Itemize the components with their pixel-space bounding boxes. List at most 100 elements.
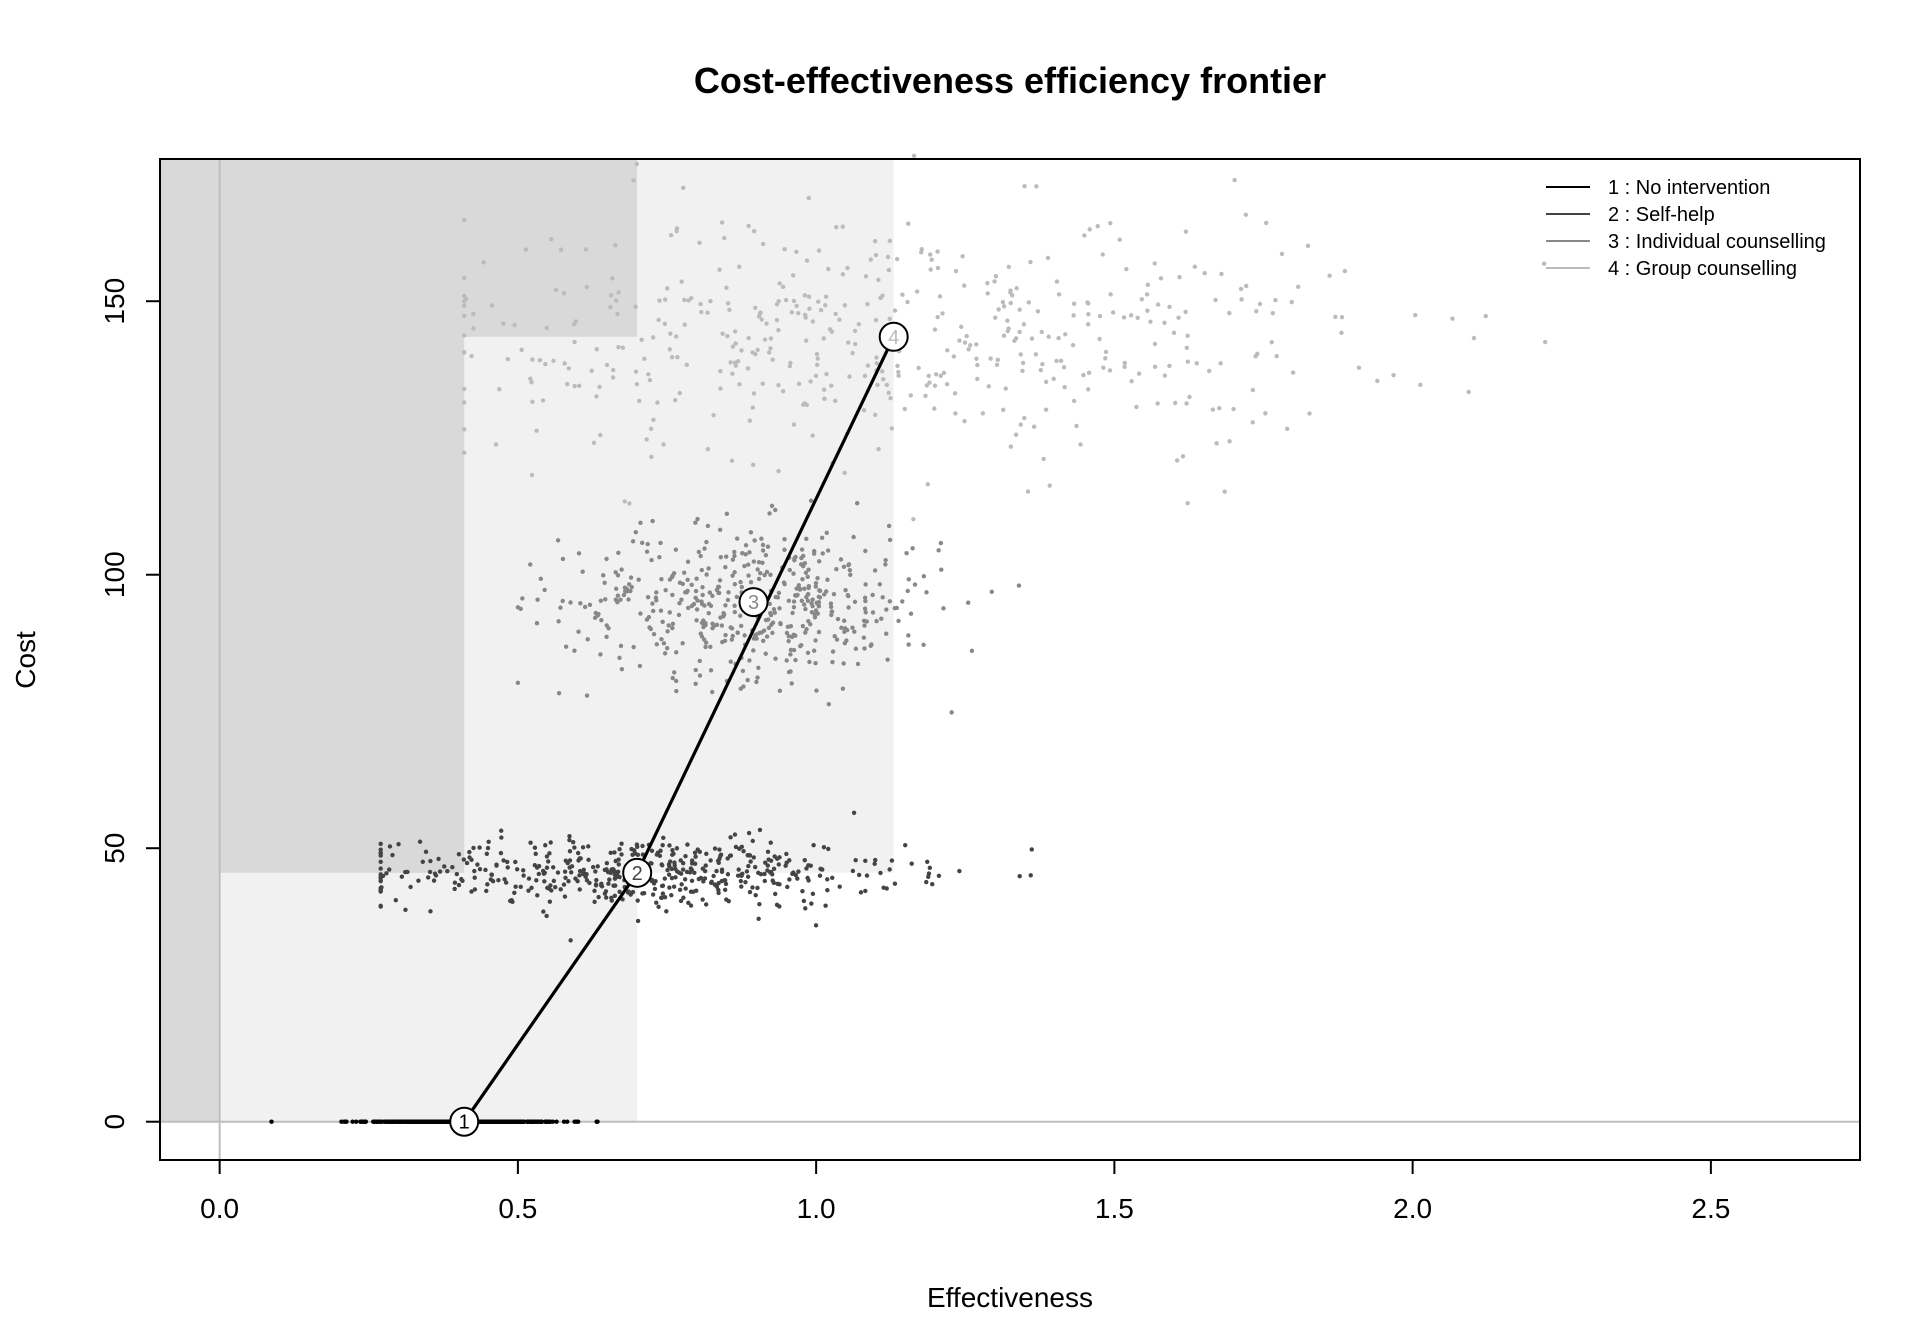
sample-point (791, 298, 797, 304)
sample-point (880, 369, 885, 374)
sample-point (884, 886, 889, 891)
sample-point (846, 340, 851, 345)
sample-point (742, 633, 747, 638)
sample-point (938, 373, 943, 378)
sample-point (674, 650, 679, 655)
sample-point (711, 412, 716, 418)
sample-point (777, 281, 782, 286)
sample-point (529, 380, 534, 385)
sample-point (739, 884, 744, 889)
sample-point (776, 468, 781, 474)
sample-point (485, 845, 491, 851)
sample-point (774, 302, 780, 307)
sample-point (718, 615, 723, 620)
sample-point (807, 306, 812, 311)
sample-point (629, 846, 634, 852)
sample-point (568, 938, 573, 943)
sample-point (1013, 432, 1019, 437)
sample-point (693, 520, 698, 525)
sample-point (837, 884, 842, 889)
sample-point (778, 620, 783, 626)
sample-point (469, 889, 474, 894)
sample-point (712, 846, 718, 851)
sample-point (1108, 220, 1113, 226)
sample-point (513, 859, 518, 865)
sample-point (1227, 439, 1232, 444)
sample-point (900, 292, 905, 297)
sample-point (525, 1119, 530, 1124)
sample-point (686, 900, 691, 905)
legend-label: 4 : Group counselling (1608, 258, 1797, 280)
sample-point (660, 863, 665, 868)
sample-point (676, 612, 682, 618)
sample-point (662, 297, 668, 302)
sample-point (532, 845, 538, 850)
sample-point (1471, 335, 1477, 341)
sample-point (1008, 444, 1014, 449)
sample-point (543, 843, 548, 848)
sample-point (823, 303, 828, 308)
sample-point (676, 870, 682, 875)
sample-point (1086, 311, 1091, 317)
sample-point (1274, 354, 1279, 359)
sample-point (729, 458, 735, 463)
sample-point (1162, 320, 1167, 325)
sample-point (1071, 301, 1077, 306)
sample-point (680, 867, 686, 872)
sample-point (791, 571, 796, 576)
sample-point (719, 869, 725, 874)
sample-point (685, 842, 690, 847)
sample-point (534, 428, 539, 433)
sample-point (637, 663, 643, 669)
sample-point (692, 850, 698, 855)
sample-point (728, 853, 734, 858)
sample-point (801, 402, 806, 407)
sample-point (706, 566, 711, 571)
sample-point (793, 872, 798, 878)
sample-point (639, 540, 645, 546)
sample-point (957, 868, 962, 874)
sample-point (684, 869, 690, 875)
sample-point (619, 667, 625, 672)
sample-point (863, 598, 868, 604)
sample-point (694, 607, 700, 612)
sample-point (792, 556, 797, 561)
sample-point (807, 659, 812, 665)
sample-point (1071, 313, 1076, 318)
sample-point (558, 887, 563, 892)
sample-point (493, 442, 499, 447)
sample-point (729, 637, 735, 642)
sample-point (558, 247, 564, 252)
sample-point (619, 841, 624, 846)
sample-point (1021, 322, 1027, 327)
sample-point (720, 331, 725, 336)
sample-point (746, 562, 751, 567)
sample-point (1270, 310, 1276, 316)
sample-point (725, 301, 731, 306)
sample-point (862, 595, 868, 600)
sample-point (1028, 873, 1033, 878)
sample-point (574, 1119, 579, 1124)
sample-point (708, 603, 714, 609)
sample-point (1134, 404, 1139, 410)
sample-point (420, 859, 426, 865)
sample-point (505, 356, 511, 362)
sample-point (541, 909, 546, 914)
sample-point (650, 892, 656, 897)
sample-point (626, 597, 631, 602)
sample-point (745, 366, 751, 371)
sample-point (1081, 372, 1086, 378)
sample-point (662, 894, 668, 900)
sample-point (640, 843, 645, 849)
sample-point (806, 567, 811, 572)
sample-point (730, 557, 736, 562)
sample-point (765, 849, 771, 854)
sample-point (786, 669, 792, 675)
sample-point (485, 882, 490, 887)
sample-point (520, 596, 525, 601)
sample-point (685, 577, 690, 582)
sample-point (719, 623, 725, 628)
sample-point (1110, 310, 1116, 315)
sample-point (1046, 334, 1051, 339)
sample-point (648, 426, 654, 431)
